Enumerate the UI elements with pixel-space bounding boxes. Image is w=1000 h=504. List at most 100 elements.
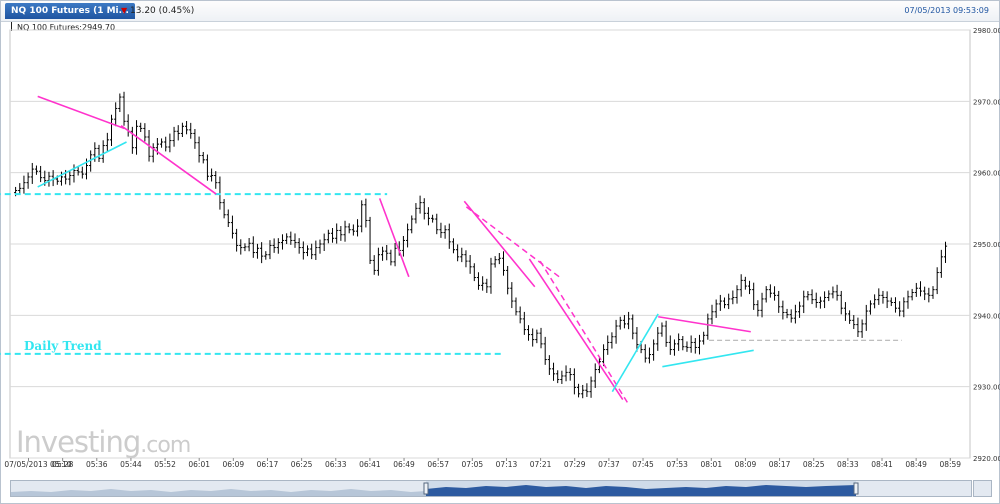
y-tick-label: 2980.00 bbox=[973, 27, 1000, 35]
ohlc-bar bbox=[272, 238, 276, 253]
ohlc-bar bbox=[468, 254, 472, 274]
ohlc-bar bbox=[572, 368, 576, 395]
y-tick-label: 2920.00 bbox=[973, 455, 1000, 463]
ohlc-bar bbox=[230, 215, 235, 239]
ohlc-bar bbox=[443, 225, 447, 239]
magenta-trend-line bbox=[465, 206, 561, 279]
investing-watermark: Investing.com bbox=[16, 425, 190, 459]
ohlc-bar bbox=[906, 290, 910, 309]
ohlc-bar bbox=[822, 291, 827, 309]
ohlc-bar bbox=[618, 316, 622, 330]
ohlc-bar bbox=[289, 231, 293, 245]
ohlc-bar bbox=[431, 214, 435, 223]
ohlc-bar bbox=[364, 198, 368, 228]
x-tick-label: 08:01 bbox=[700, 460, 722, 469]
series-label-text: NQ 100 Futures:2949.70 bbox=[17, 23, 116, 32]
ohlc-bar bbox=[301, 241, 305, 260]
ohlc-bar bbox=[768, 284, 772, 298]
ohlc-bar bbox=[326, 229, 330, 244]
ohlc-bar bbox=[556, 370, 560, 384]
navigator-left-handle[interactable] bbox=[423, 482, 429, 495]
x-tick-label: 05:44 bbox=[120, 460, 142, 469]
ohlc-bar bbox=[593, 363, 597, 388]
ohlc-bar bbox=[460, 247, 464, 263]
x-tick-label: 07:13 bbox=[496, 460, 518, 469]
ohlc-bar bbox=[839, 290, 843, 315]
down-caret-icon: ▼ bbox=[121, 6, 128, 15]
ohlc-bar bbox=[714, 299, 718, 318]
ohlc-bar bbox=[493, 256, 497, 268]
x-tick-label: 06:33 bbox=[325, 460, 347, 469]
ohlc-bar bbox=[418, 195, 422, 214]
ohlc-bar bbox=[848, 310, 852, 324]
ohlc-bar bbox=[143, 123, 147, 142]
navigator-right-handle[interactable] bbox=[853, 482, 859, 495]
ohlc-bar bbox=[635, 327, 639, 352]
x-tick-label: 07:45 bbox=[632, 460, 654, 469]
y-tick-label: 2960.00 bbox=[973, 170, 1000, 178]
ohlc-bar bbox=[564, 365, 568, 382]
ohlc-bar bbox=[735, 285, 739, 304]
cyan-trend-line bbox=[662, 349, 754, 368]
x-tick-label: 08:33 bbox=[837, 460, 859, 469]
ohlc-bar bbox=[877, 288, 881, 305]
ohlc-bar bbox=[626, 311, 631, 330]
ohlc-bar bbox=[506, 265, 510, 295]
magenta-trend-line bbox=[378, 198, 410, 278]
ohlc-bar bbox=[276, 238, 280, 254]
ohlc-bar bbox=[802, 290, 806, 314]
ohlc-bar bbox=[464, 250, 468, 268]
ohlc-bar bbox=[910, 288, 914, 301]
ohlc-bar bbox=[606, 335, 610, 355]
ohlc-bar bbox=[835, 284, 839, 301]
ohlc-bar bbox=[389, 249, 393, 266]
ohlc-bar bbox=[297, 238, 301, 254]
x-tick-label: 07:29 bbox=[564, 460, 586, 469]
daily-trend-annotation: Daily Trend bbox=[24, 339, 102, 353]
ohlc-bar bbox=[405, 223, 410, 248]
ohlc-bar bbox=[159, 138, 164, 148]
ohlc-bar bbox=[180, 122, 184, 137]
ohlc-bar bbox=[893, 297, 898, 313]
ohlc-bar bbox=[772, 286, 777, 301]
ohlc-bar bbox=[472, 263, 476, 282]
watermark-suffix: .com bbox=[140, 433, 190, 458]
ohlc-bar bbox=[843, 302, 848, 321]
ohlc-bar bbox=[485, 278, 489, 293]
ohlc-bar bbox=[664, 320, 668, 347]
x-tick-label: 08:09 bbox=[735, 460, 757, 469]
ohlc-bar bbox=[852, 315, 856, 330]
ohlc-bar bbox=[239, 239, 243, 255]
time-navigator[interactable] bbox=[10, 480, 972, 497]
ohlc-bar bbox=[652, 339, 656, 361]
ohlc-bar bbox=[710, 304, 714, 325]
ohlc-bar bbox=[764, 286, 768, 303]
x-tick-label: 07:53 bbox=[666, 460, 688, 469]
navigator-scroll-button[interactable] bbox=[973, 480, 992, 497]
ohlc-bar bbox=[660, 322, 664, 337]
ohlc-bar bbox=[827, 290, 831, 302]
ohlc-bar bbox=[310, 243, 314, 260]
navigator-area bbox=[11, 489, 426, 496]
ohlc-bar bbox=[393, 243, 397, 267]
ohlc-bar bbox=[376, 247, 380, 276]
ohlc-bar bbox=[264, 251, 268, 260]
ohlc-bar bbox=[685, 341, 689, 352]
ohlc-bar bbox=[881, 290, 885, 304]
ohlc-bar bbox=[810, 289, 814, 305]
ohlc-bar bbox=[814, 292, 818, 308]
ohlc-bar bbox=[30, 162, 34, 184]
ohlc-bar bbox=[785, 308, 789, 319]
ohlc-bar bbox=[293, 233, 297, 248]
instrument-tab[interactable]: NQ 100 Futures (1 Mi... bbox=[5, 3, 135, 19]
ohlc-bar bbox=[68, 171, 72, 186]
x-tick-label: 08:17 bbox=[769, 460, 791, 469]
ohlc-bar bbox=[255, 243, 260, 259]
ohlc-bar bbox=[722, 297, 727, 309]
cyan-trend-line bbox=[611, 313, 659, 393]
ohlc-bar bbox=[693, 338, 697, 354]
y-tick-label: 2930.00 bbox=[973, 384, 1000, 392]
ohlc-bar bbox=[560, 370, 564, 384]
ohlc-bar bbox=[831, 286, 835, 299]
